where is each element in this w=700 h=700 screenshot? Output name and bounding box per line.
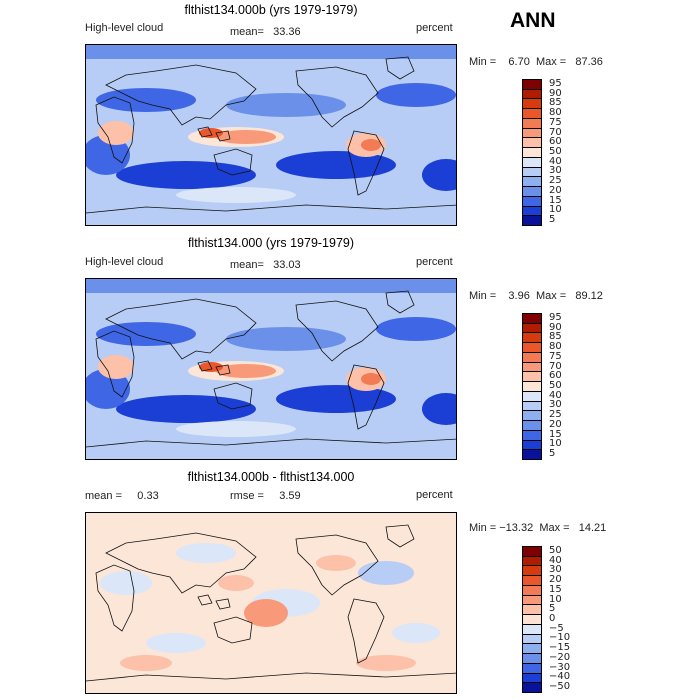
panel2-minmax-label: Min = 3.96 Max = 89.12 <box>469 290 603 302</box>
panel3-title: flthist134.000b - flthist134.000 <box>187 470 355 484</box>
panel1-variable-label: High-level cloud <box>85 22 164 34</box>
colorbar-tick-label: 20 <box>549 184 562 196</box>
map-field <box>86 45 456 225</box>
colorbar-tick-label: 70 <box>549 360 562 372</box>
colorbar-swatch <box>522 682 542 693</box>
colorbar-tick-label: 75 <box>549 350 562 362</box>
panel1-title: flthist134.000b (yrs 1979-1979) <box>184 3 358 17</box>
colorbar-tick-label: 30 <box>549 165 562 177</box>
colorbar-tick-label: 60 <box>549 136 562 148</box>
colorbar-tick-label: 20 <box>549 418 562 430</box>
colorbar-tick-label: 5 <box>549 214 556 226</box>
panel3-mean-label: mean = 0.33 <box>85 490 159 502</box>
map-field <box>86 279 456 459</box>
colorbar-tick-label: −50 <box>549 681 571 693</box>
panel1-units-label: percent <box>416 22 453 34</box>
colorbar-tick-label: 70 <box>549 126 562 138</box>
colorbar-tick-label: 75 <box>549 116 562 128</box>
colorbar-tick-label: 0 <box>549 613 556 624</box>
panel3-units-label: percent <box>416 489 453 501</box>
colorbar-tick-label: 50 <box>549 146 562 157</box>
colorbar-tick-label: −10 <box>549 632 571 644</box>
colorbar-tick-label: 60 <box>549 370 562 382</box>
colorbar-tick-label: −15 <box>549 642 571 654</box>
panel1-mean-label: mean= 33.36 <box>230 26 301 38</box>
colorbar-tick-label: 90 <box>549 87 562 99</box>
colorbar-tick-label: 10 <box>549 593 562 605</box>
colorbar-tick-label: 40 <box>549 389 562 401</box>
colorbar-swatch <box>522 449 542 460</box>
colorbar-swatch <box>522 215 542 226</box>
colorbar-tick-label: −40 <box>549 671 571 683</box>
colorbar-tick-label: 10 <box>549 204 562 216</box>
colorbar-tick-label: 5 <box>549 448 556 460</box>
colorbar-tick-label: 50 <box>549 544 562 556</box>
panel1-colorbar: 95 90 85 80 75 70 60 50 40 30 25 20 15 10 5 <box>522 78 562 226</box>
colorbar-tick-label: 15 <box>549 428 562 440</box>
panel2-map <box>85 278 457 460</box>
colorbar-tick-label: 10 <box>549 438 562 450</box>
colorbar-tick-label: 95 <box>549 311 562 323</box>
colorbar-tick-label: 80 <box>549 107 562 119</box>
colorbar-tick-label: 85 <box>549 97 562 109</box>
colorbar-tick-label: 15 <box>549 194 562 206</box>
colorbar-tick-label: 30 <box>549 399 562 411</box>
colorbar-tick-label: 5 <box>549 603 556 615</box>
colorbar-tick-label: −20 <box>549 651 571 663</box>
panel2-title: flthist134.000 (yrs 1979-1979) <box>187 236 355 250</box>
colorbar-tick-label: 85 <box>549 331 562 343</box>
colorbar-tick-label: 95 <box>549 77 562 89</box>
map-field <box>86 513 456 693</box>
colorbar-tick-label: 90 <box>549 321 562 333</box>
colorbar-tick-label: −30 <box>549 661 571 673</box>
colorbar-tick-label: 30 <box>549 564 562 576</box>
panel3-colorbar: 50 40 30 20 15 10 5 0 −5 −10 −15 −20 −30 −40 −50 <box>522 545 570 693</box>
colorbar-tick-label: 40 <box>549 155 562 167</box>
panel3-map <box>85 512 457 694</box>
panel3-rmse-label: rmse = 3.59 <box>230 490 301 502</box>
panel3-minmax-label: Min = −13.32 Max = 14.21 <box>469 522 607 534</box>
colorbar-tick-label: 25 <box>549 175 562 187</box>
panel2-units-label: percent <box>416 256 453 268</box>
panel2-mean-label: mean= 33.03 <box>230 259 301 271</box>
colorbar-tick-label: 15 <box>549 583 562 595</box>
colorbar-tick-label: 25 <box>549 409 562 421</box>
season-label: ANN <box>510 9 556 32</box>
panel1-minmax-label: Min = 6.70 Max = 87.36 <box>469 56 603 68</box>
panel2-variable-label: High-level cloud <box>85 256 164 268</box>
colorbar-tick-label: 80 <box>549 341 562 353</box>
colorbar-tick-label: 40 <box>549 554 562 566</box>
panel1-map <box>85 44 457 226</box>
colorbar-tick-label: −5 <box>549 622 564 634</box>
colorbar-tick-label: 50 <box>549 380 562 391</box>
panel2-colorbar: 95 90 85 80 75 70 60 50 40 30 25 20 15 10 5 <box>522 312 562 460</box>
colorbar-tick-label: 20 <box>549 574 562 586</box>
